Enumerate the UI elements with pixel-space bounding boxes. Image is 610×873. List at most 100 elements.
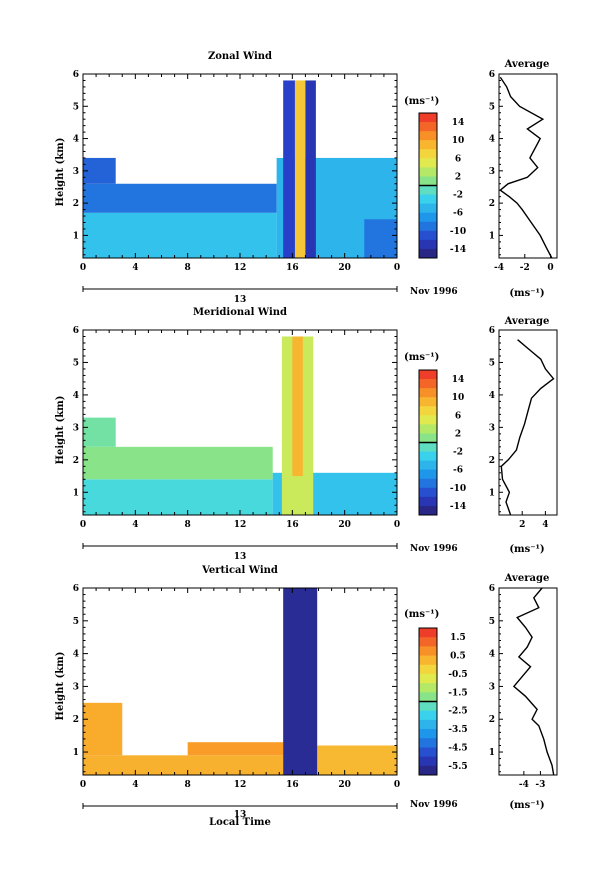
colorbar-band (419, 496, 437, 507)
heatmap-cell-5 (292, 336, 303, 477)
colorbar-tick-label: -2 (453, 448, 463, 458)
colorbar-tick-label: -14 (450, 502, 466, 512)
colorbar-tick-label: -14 (450, 245, 466, 255)
zonal-y-axis-label: Height (km) (55, 138, 66, 207)
y-tick-label: 2 (73, 199, 79, 209)
colorbar-band (419, 424, 437, 434)
profile-line (500, 339, 555, 516)
profile-x-tick-label: 4 (542, 520, 548, 530)
x-tick-label: 16 (286, 780, 299, 790)
y-tick-label: 6 (73, 326, 79, 336)
colorbar-band (419, 487, 437, 498)
colorbar-tick-label: -3.5 (448, 725, 467, 735)
colorbar-band (419, 194, 437, 205)
profile-y-tick-label: 1 (489, 748, 495, 758)
heatmap-cell-2 (83, 417, 116, 447)
colorbar-tick-label: -2.5 (448, 707, 467, 717)
colorbar-tick-label: 14 (452, 118, 465, 128)
x-tick-label: 12 (234, 780, 247, 790)
colorbar-tick-label: 10 (452, 393, 465, 403)
heatmap-cell-1 (83, 183, 277, 213)
vertical-wind-panel: Vertical Wind Average Height (km) (ms⁻¹)… (55, 565, 558, 828)
colorbar-band (419, 415, 437, 425)
x-tick-label: 20 (338, 520, 351, 530)
meridional-day-label: 13 (234, 552, 247, 562)
y-tick-label: 1 (73, 748, 79, 758)
colorbar-band (419, 646, 437, 657)
colorbar-tick-label: -4.5 (448, 743, 467, 753)
colorbar-band (419, 628, 437, 638)
colorbar-band (419, 185, 437, 196)
meridional-y-axis-label: Height (km) (55, 396, 66, 465)
vertical-profile-xlabel: (ms⁻¹) (509, 800, 544, 811)
y-tick-label: 2 (73, 715, 79, 725)
colorbar-band (419, 701, 437, 712)
colorbar-band (419, 738, 437, 748)
profile-y-tick-label: 5 (489, 102, 495, 112)
vertical-wind-title: Vertical Wind (201, 565, 278, 576)
heatmap-cell-0 (83, 479, 273, 515)
y-tick-label: 6 (73, 70, 79, 80)
vertical-average-profile: 1 2 3 4 5 6 -4 -3 (489, 584, 558, 790)
heatmap-cell-3 (317, 745, 397, 775)
colorbar-tick-label: -6 (453, 466, 463, 476)
colorbar-band (419, 379, 437, 389)
colorbar-band (419, 176, 437, 186)
vertical-colorbar: 1.5 0.5 -0.5 -1.5 -2.5 -3.5 -4.5 -5.5 (418, 627, 468, 776)
colorbar-band (419, 167, 437, 177)
x-tick-label: 8 (185, 263, 191, 273)
vertical-date-label: Nov 1996 (410, 800, 458, 810)
y-tick-label: 2 (73, 456, 79, 466)
profile-frame (498, 73, 558, 259)
profile-y-tick-label: 1 (489, 488, 495, 498)
colorbar-tick-label: 2 (455, 429, 461, 439)
vertical-profile-title: Average (504, 573, 550, 584)
colorbar-tick-label: 1.5 (450, 633, 466, 643)
zonal-date-label: Nov 1996 (410, 287, 458, 297)
vertical-y-axis-label: Height (km) (55, 652, 66, 721)
colorbar-band (419, 460, 437, 471)
meridional-wind-title: Meridional Wind (193, 307, 287, 318)
colorbar-tick-label: -5.5 (448, 762, 467, 772)
vertical-x-axis-label: Local Time (209, 817, 271, 828)
heatmap-cell-0 (83, 755, 284, 775)
colorbar-band (419, 747, 437, 758)
colorbar-band (419, 451, 437, 462)
x-tick-label: 16 (286, 263, 299, 273)
profile-y-tick-label: 6 (489, 70, 495, 80)
profile-y-tick-label: 1 (489, 231, 495, 241)
colorbar-band (419, 469, 437, 480)
meridional-colorbar: 14 10 6 2 -2 -6 -10 -14 (418, 369, 466, 516)
zonal-day-label: 13 (234, 295, 247, 305)
colorbar-tick-label: -6 (453, 209, 463, 219)
profile-y-tick-label: 6 (489, 584, 495, 594)
colorbar-band (419, 729, 437, 739)
heatmap-cell-2 (83, 702, 123, 756)
meridional-profile-title: Average (504, 316, 550, 327)
x-tick-label: 0 (80, 780, 86, 790)
colorbar-band (419, 248, 437, 259)
colorbar-band (419, 692, 437, 702)
colorbar-band (419, 370, 437, 380)
colorbar-tick-label: -1.5 (448, 688, 467, 698)
zonal-profile-title: Average (504, 59, 550, 70)
y-tick-label: 4 (73, 391, 79, 401)
y-tick-label: 3 (73, 423, 79, 433)
profile-y-tick-label: 4 (489, 391, 495, 401)
x-tick-label: 0 (80, 263, 86, 273)
profile-y-tick-label: 3 (489, 423, 495, 433)
colorbar-band (419, 221, 437, 232)
colorbar-band (419, 683, 437, 693)
heatmap-cell-7 (364, 219, 397, 258)
x-tick-label: 0 (394, 520, 400, 530)
profile-y-tick-label: 4 (489, 135, 495, 145)
zonal-profile-xlabel: (ms⁻¹) (509, 288, 544, 299)
vertical-day-label: 13 (234, 810, 247, 820)
colorbar-band (419, 140, 437, 150)
y-tick-label: 3 (73, 682, 79, 692)
heatmap-cell-2 (83, 157, 116, 184)
colorbar-band (419, 113, 437, 123)
y-tick-label: 6 (73, 584, 79, 594)
